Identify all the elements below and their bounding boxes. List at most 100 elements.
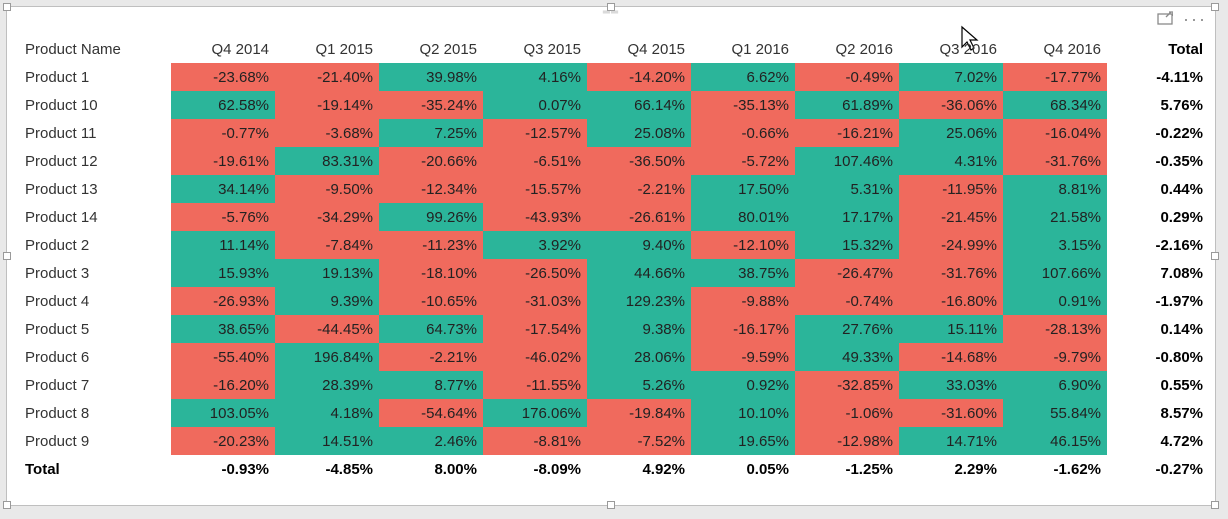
cell-value[interactable]: -31.76% bbox=[899, 259, 1003, 287]
cell-value[interactable]: -54.64% bbox=[379, 399, 483, 427]
cell-value[interactable]: -16.80% bbox=[899, 287, 1003, 315]
cell-value[interactable]: 4.18% bbox=[275, 399, 379, 427]
cell-value[interactable]: 11.14% bbox=[171, 231, 275, 259]
row-total[interactable]: 0.29% bbox=[1107, 203, 1209, 231]
column-header-total[interactable]: Total bbox=[1107, 35, 1209, 63]
row-total[interactable]: -1.97% bbox=[1107, 287, 1209, 315]
cell-value[interactable]: -26.93% bbox=[171, 287, 275, 315]
row-total[interactable]: -0.22% bbox=[1107, 119, 1209, 147]
row-total[interactable]: 8.57% bbox=[1107, 399, 1209, 427]
cell-value[interactable]: -28.13% bbox=[1003, 315, 1107, 343]
cell-value[interactable]: 38.75% bbox=[691, 259, 795, 287]
row-total[interactable]: -4.11% bbox=[1107, 63, 1209, 91]
resize-handle-b[interactable] bbox=[607, 501, 615, 509]
column-header[interactable]: Q2 2016 bbox=[795, 35, 899, 63]
cell-value[interactable]: -43.93% bbox=[483, 203, 587, 231]
table-row[interactable]: Product 211.14%-7.84%-11.23%3.92%9.40%-1… bbox=[19, 231, 1209, 259]
cell-value[interactable]: 21.58% bbox=[1003, 203, 1107, 231]
column-header[interactable]: Q4 2016 bbox=[1003, 35, 1107, 63]
cell-value[interactable]: -24.99% bbox=[899, 231, 1003, 259]
cell-value[interactable]: -55.40% bbox=[171, 343, 275, 371]
cell-value[interactable]: -0.77% bbox=[171, 119, 275, 147]
cell-value[interactable]: 34.14% bbox=[171, 175, 275, 203]
cell-value[interactable]: 62.58% bbox=[171, 91, 275, 119]
row-total[interactable]: 0.44% bbox=[1107, 175, 1209, 203]
cell-value[interactable]: 28.06% bbox=[587, 343, 691, 371]
cell-value[interactable]: -20.23% bbox=[171, 427, 275, 455]
cell-value[interactable]: 6.90% bbox=[1003, 371, 1107, 399]
cell-value[interactable]: -12.98% bbox=[795, 427, 899, 455]
cell-value[interactable]: -16.20% bbox=[171, 371, 275, 399]
cell-value[interactable]: -11.23% bbox=[379, 231, 483, 259]
cell-value[interactable]: 39.98% bbox=[379, 63, 483, 91]
resize-handle-l[interactable] bbox=[3, 252, 11, 260]
cell-value[interactable]: 17.50% bbox=[691, 175, 795, 203]
cell-value[interactable]: -21.45% bbox=[899, 203, 1003, 231]
cell-value[interactable]: 49.33% bbox=[795, 343, 899, 371]
cell-value[interactable]: -11.95% bbox=[899, 175, 1003, 203]
cell-value[interactable]: 10.10% bbox=[691, 399, 795, 427]
column-header[interactable]: Q3 2015 bbox=[483, 35, 587, 63]
cell-value[interactable]: 3.15% bbox=[1003, 231, 1107, 259]
cell-value[interactable]: -46.02% bbox=[483, 343, 587, 371]
cell-value[interactable]: -9.79% bbox=[1003, 343, 1107, 371]
cell-value[interactable]: -26.47% bbox=[795, 259, 899, 287]
column-header[interactable]: Q4 2014 bbox=[171, 35, 275, 63]
cell-value[interactable]: 0.07% bbox=[483, 91, 587, 119]
resize-handle-br[interactable] bbox=[1211, 501, 1219, 509]
cell-value[interactable]: 4.16% bbox=[483, 63, 587, 91]
cell-value[interactable]: -11.55% bbox=[483, 371, 587, 399]
cell-value[interactable]: -31.60% bbox=[899, 399, 1003, 427]
cell-value[interactable]: -21.40% bbox=[275, 63, 379, 91]
grand-total-row[interactable]: Total-0.93%-4.85%8.00%-8.09%4.92%0.05%-1… bbox=[19, 455, 1209, 483]
cell-value[interactable]: -9.59% bbox=[691, 343, 795, 371]
cell-value[interactable]: 9.38% bbox=[587, 315, 691, 343]
column-header[interactable]: Q2 2015 bbox=[379, 35, 483, 63]
row-label[interactable]: Product 2 bbox=[19, 231, 171, 259]
cell-value[interactable]: -0.66% bbox=[691, 119, 795, 147]
cell-value[interactable]: -31.03% bbox=[483, 287, 587, 315]
cell-value[interactable]: -16.17% bbox=[691, 315, 795, 343]
cell-value[interactable]: -12.10% bbox=[691, 231, 795, 259]
row-label[interactable]: Product 10 bbox=[19, 91, 171, 119]
cell-value[interactable]: 9.40% bbox=[587, 231, 691, 259]
cell-value[interactable]: 8.81% bbox=[1003, 175, 1107, 203]
cell-value[interactable]: 2.46% bbox=[379, 427, 483, 455]
cell-value[interactable]: 99.26% bbox=[379, 203, 483, 231]
cell-value[interactable]: -17.54% bbox=[483, 315, 587, 343]
cell-value[interactable]: 25.08% bbox=[587, 119, 691, 147]
cell-value[interactable]: 15.11% bbox=[899, 315, 1003, 343]
resize-handle-bl[interactable] bbox=[3, 501, 11, 509]
row-total[interactable]: 5.76% bbox=[1107, 91, 1209, 119]
row-label[interactable]: Product 6 bbox=[19, 343, 171, 371]
cell-value[interactable]: 64.73% bbox=[379, 315, 483, 343]
row-total[interactable]: -0.80% bbox=[1107, 343, 1209, 371]
cell-value[interactable]: -19.14% bbox=[275, 91, 379, 119]
cell-value[interactable]: 8.77% bbox=[379, 371, 483, 399]
row-label[interactable]: Product 8 bbox=[19, 399, 171, 427]
focus-mode-icon[interactable] bbox=[1157, 11, 1173, 27]
cell-value[interactable]: 83.31% bbox=[275, 147, 379, 175]
row-label[interactable]: Product 4 bbox=[19, 287, 171, 315]
cell-value[interactable]: -18.10% bbox=[379, 259, 483, 287]
cell-value[interactable]: -0.74% bbox=[795, 287, 899, 315]
cell-value[interactable]: -9.88% bbox=[691, 287, 795, 315]
table-row[interactable]: Product 8103.05%4.18%-54.64%176.06%-19.8… bbox=[19, 399, 1209, 427]
resize-handle-r[interactable] bbox=[1211, 252, 1219, 260]
cell-value[interactable]: -19.61% bbox=[171, 147, 275, 175]
table-row[interactable]: Product 9-20.23%14.51%2.46%-8.81%-7.52%1… bbox=[19, 427, 1209, 455]
table-row[interactable]: Product 12-19.61%83.31%-20.66%-6.51%-36.… bbox=[19, 147, 1209, 175]
column-header[interactable]: Q3 2016 bbox=[899, 35, 1003, 63]
cell-value[interactable]: -0.49% bbox=[795, 63, 899, 91]
cell-value[interactable]: 17.17% bbox=[795, 203, 899, 231]
cell-value[interactable]: 27.76% bbox=[795, 315, 899, 343]
table-row[interactable]: Product 1-23.68%-21.40%39.98%4.16%-14.20… bbox=[19, 63, 1209, 91]
more-options-icon[interactable]: ··· bbox=[1183, 13, 1207, 25]
row-label[interactable]: Product 12 bbox=[19, 147, 171, 175]
cell-value[interactable]: 33.03% bbox=[899, 371, 1003, 399]
cell-value[interactable]: 44.66% bbox=[587, 259, 691, 287]
row-total[interactable]: -2.16% bbox=[1107, 231, 1209, 259]
cell-value[interactable]: -23.68% bbox=[171, 63, 275, 91]
cell-value[interactable]: -31.76% bbox=[1003, 147, 1107, 175]
column-header[interactable]: Q4 2015 bbox=[587, 35, 691, 63]
